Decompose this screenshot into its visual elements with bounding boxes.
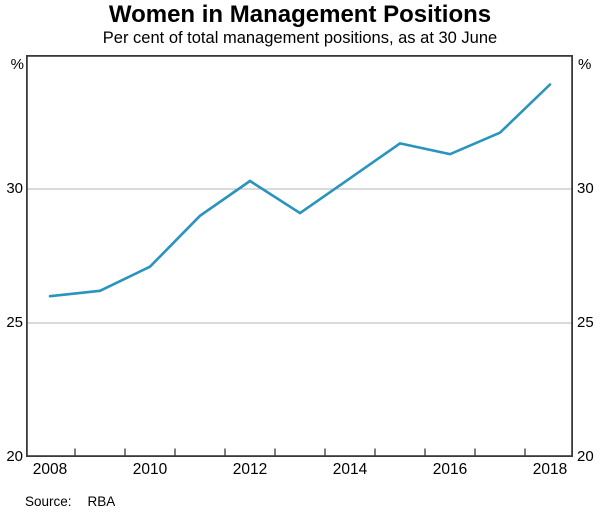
chart-subtitle: Per cent of total management positions, … bbox=[102, 29, 498, 47]
x-axis-label-2018: 2018 bbox=[532, 461, 568, 478]
y-axis-label-left-25: 25 bbox=[6, 314, 23, 331]
x-axis-label-2016: 2016 bbox=[432, 461, 468, 478]
x-axis-label-2012: 2012 bbox=[232, 461, 268, 478]
y-axis-unit-right: % bbox=[578, 56, 592, 73]
plot-border bbox=[26, 55, 573, 457]
y-axis-label-right-20: 20 bbox=[577, 448, 594, 465]
chart-title: Women in Management Positions bbox=[108, 1, 492, 28]
y-axis-unit-left: % bbox=[10, 56, 24, 73]
source-value: RBA bbox=[87, 494, 116, 509]
y-axis-label-left-20: 20 bbox=[6, 448, 23, 465]
y-axis-label-right-30: 30 bbox=[577, 180, 594, 197]
x-axis-label-2014: 2014 bbox=[332, 461, 368, 478]
source-label: Source: bbox=[25, 494, 72, 509]
x-axis-label-2010: 2010 bbox=[132, 461, 168, 478]
x-axis-label-2008: 2008 bbox=[32, 461, 68, 478]
y-axis-label-right-25: 25 bbox=[577, 314, 594, 331]
data-line-women-in-management bbox=[48, 83, 552, 298]
y-axis-label-left-30: 30 bbox=[6, 180, 23, 197]
plot-area bbox=[26, 55, 573, 457]
source-note: Source: RBA bbox=[25, 494, 115, 509]
